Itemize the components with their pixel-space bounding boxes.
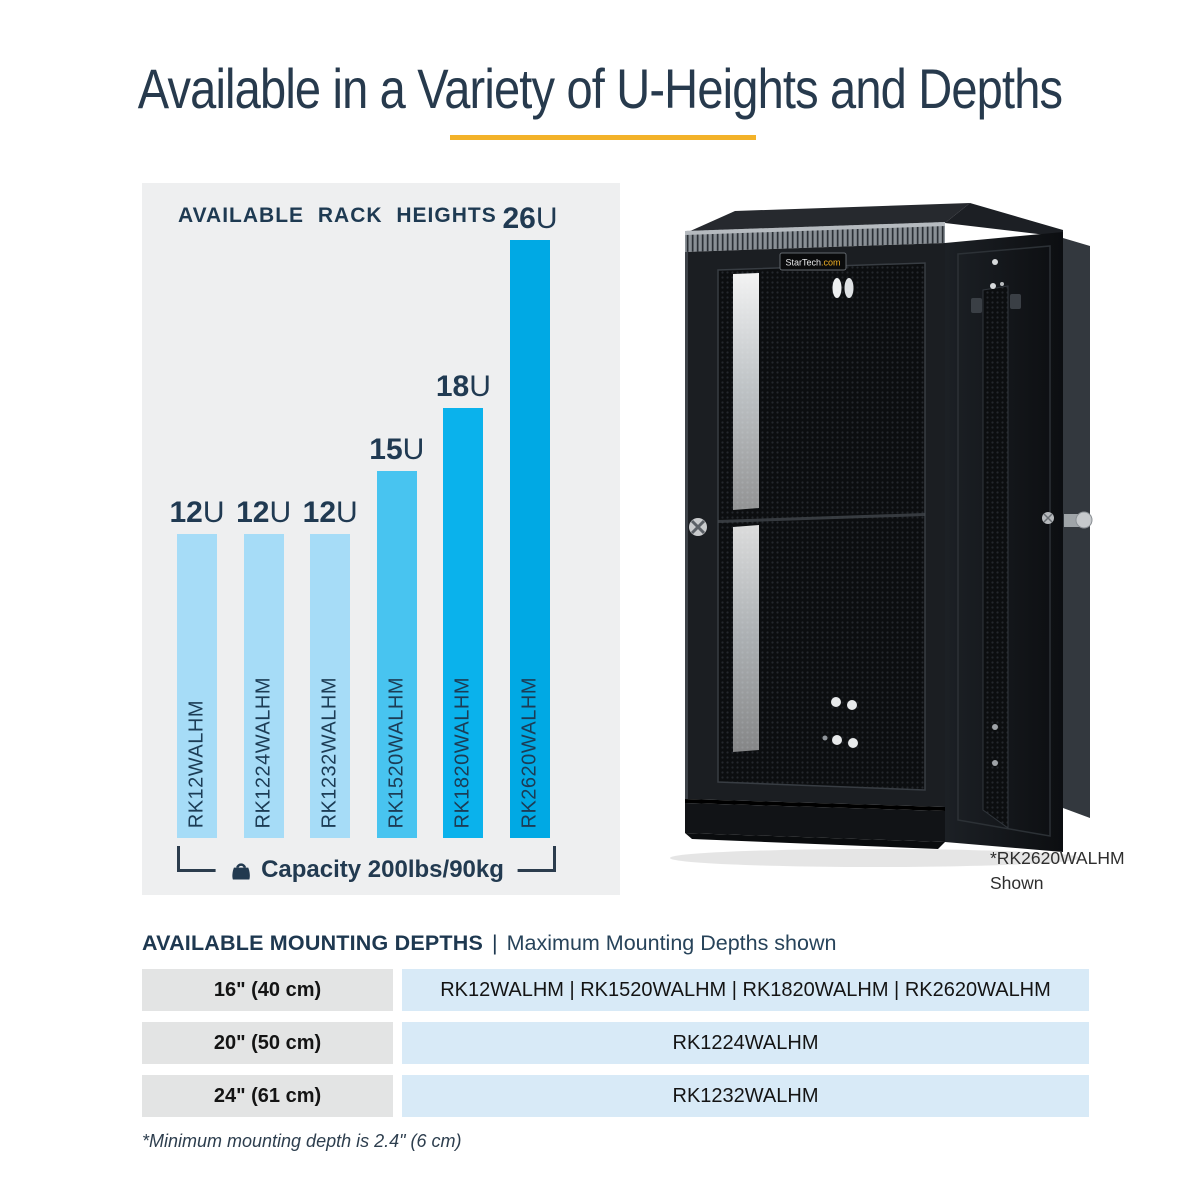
door-thumbscrew — [832, 278, 842, 298]
title-underline — [450, 135, 756, 140]
bar-model-label: RK1232WALHM — [318, 676, 341, 828]
bar-value-label: 15U — [369, 433, 425, 466]
footnote: *Minimum mounting depth is 2.4" (6 cm) — [142, 1131, 462, 1151]
bar-value-label: 26U — [502, 202, 558, 235]
table-row: 20" (50 cm) RK1224WALHM — [142, 1022, 1089, 1064]
bar-model-label: RK1520WALHM — [385, 676, 408, 828]
chart-title: AVAILABLE RACK HEIGHTS — [178, 204, 497, 227]
heading-separator: | — [492, 931, 498, 955]
door-reflection-lower — [733, 525, 759, 752]
cabinet-top-face — [688, 203, 970, 232]
bar-fill — [510, 240, 550, 838]
rack-cabinet-image: StarTech.com — [670, 203, 1093, 867]
wall-bracket-rail — [1063, 238, 1090, 818]
bar-fill — [177, 534, 217, 838]
svg-text:StarTech.com: StarTech.com — [785, 258, 840, 268]
models-cell: RK1224WALHM — [402, 1022, 1089, 1064]
startech-logo-badge: StarTech.com — [779, 252, 847, 271]
models-cell: RK1232WALHM — [402, 1075, 1089, 1117]
caption-model: *RK2620WALHM — [990, 848, 1125, 868]
bar-value-label: 18U — [435, 370, 491, 403]
depth-cell: 20" (50 cm) — [142, 1022, 393, 1064]
door-thumbscrew — [844, 278, 854, 298]
caption-shown: Shown — [990, 873, 1044, 893]
capacity-text: Capacity 200lbs/90kg — [261, 856, 504, 883]
door-reflection-upper — [733, 273, 759, 510]
bar-RK1820WALHM: 18U RK1820WALHM — [436, 370, 491, 838]
product-caption: *RK2620WALHM Shown — [990, 846, 1125, 896]
heading-subtitle: Maximum Mounting Depths shown — [506, 931, 837, 955]
models-cell: RK12WALHM | RK1520WALHM | RK1820WALHM | … — [402, 969, 1089, 1011]
bar-fill — [443, 408, 484, 838]
capacity-label: Capacity 200lbs/90kg — [215, 853, 518, 887]
table-row: 16" (40 cm) RK12WALHM | RK1520WALHM | RK1… — [142, 969, 1089, 1011]
table-row: 24" (61 cm) RK1232WALHM — [142, 1075, 1089, 1117]
bar-fill — [376, 471, 417, 838]
rack-heights-chart-panel: AVAILABLE RACK HEIGHTS 12U RK12WALHM 12U RK… — [142, 183, 620, 895]
floor-shadow — [670, 849, 1080, 867]
front-mesh — [718, 263, 925, 790]
bar-RK2620WALHM: 26U RK2620WALHM — [502, 202, 558, 838]
bar-model-label: RK1224WALHM — [252, 676, 275, 828]
bar-RK1520WALHM: 15U RK1520WALHM — [369, 433, 424, 838]
door-seam — [718, 513, 925, 523]
bar-model-label: RK2620WALHM — [518, 676, 541, 828]
bar-model-label: RK12WALHM — [185, 699, 208, 828]
bar-model-label: RK1820WALHM — [451, 676, 474, 828]
mounting-depths-heading: AVAILABLE MOUNTING DEPTHS | Maximum Mounti… — [142, 931, 836, 956]
bar-value-label: 12U — [302, 496, 358, 529]
cabinet-base — [685, 803, 945, 842]
depth-cell: 16" (40 cm) — [142, 969, 393, 1011]
bar-RK1224WALHM: 12U RK1224WALHM — [236, 496, 291, 838]
bar-RK12WALHM: 12U RK12WALHM — [169, 496, 225, 838]
weight-icon — [231, 862, 250, 879]
page-title: Available in a Variety of U-Heights and … — [137, 57, 1063, 120]
bar-value-label: 12U — [236, 496, 292, 529]
bar-value-label: 12U — [169, 496, 225, 529]
bar-fill — [310, 534, 351, 838]
capacity-bracket: Capacity 200lbs/90kg — [177, 846, 556, 887]
door-lock — [689, 518, 707, 536]
heading-bold: AVAILABLE MOUNTING DEPTHS — [142, 931, 484, 955]
bar-RK1232WALHM: 12U RK1232WALHM — [303, 496, 358, 838]
bar-fill — [243, 534, 284, 838]
side-vent-strip — [982, 285, 1009, 829]
mounting-depths-table: 16" (40 cm) RK12WALHM | RK1520WALHM | RK1… — [142, 969, 1089, 1128]
depth-cell: 24" (61 cm) — [142, 1075, 393, 1117]
